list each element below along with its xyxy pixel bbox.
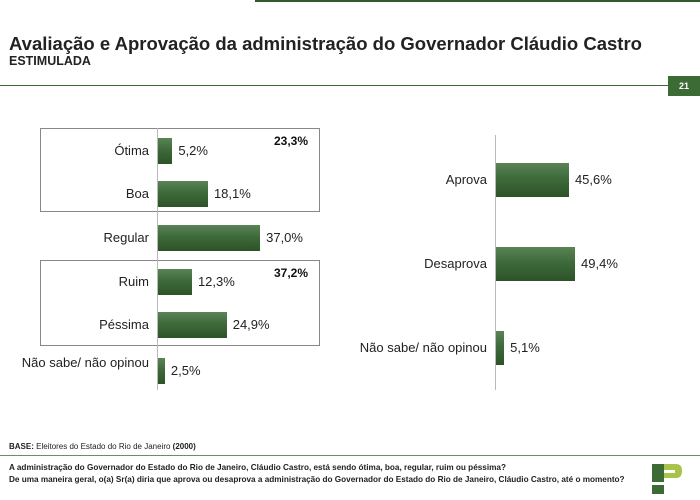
category-label-pessima: Péssima <box>99 317 149 332</box>
category-label-otima: Ótima <box>114 143 149 158</box>
base-text: Eleitores do Estado do Rio de Janeiro <box>36 442 171 451</box>
bar-otima <box>158 138 173 164</box>
chart-axis <box>157 128 158 390</box>
value-label-boa: 18,1% <box>213 186 251 201</box>
group-box-2 <box>40 260 320 346</box>
bar-ruim <box>158 269 192 295</box>
base-label: BASE: <box>9 442 34 451</box>
bar-nao-sabe-nao-opinou <box>158 358 165 384</box>
bar-pessima <box>158 312 227 338</box>
page-subtitle: ESTIMULADA <box>9 54 91 68</box>
category-label-regular: Regular <box>103 230 149 245</box>
header-rule <box>0 85 668 86</box>
value-label-pessima: 24,9% <box>232 317 270 332</box>
value-label-nao-sabe-nao-opinou: 2,5% <box>170 363 201 378</box>
category-label-boa: Boa <box>125 186 149 201</box>
question-approval: De uma maneira geral, o(a) Sr(a) diria q… <box>9 475 625 484</box>
value-label-nao-sabe-nao-opinou: 5,1% <box>510 340 540 355</box>
group-total-1: 23,3% <box>274 134 309 148</box>
page-number-badge: 21 <box>668 76 700 96</box>
value-label-aprova: 45,6% <box>574 172 612 187</box>
footer-rule <box>0 455 700 456</box>
value-label-regular: 37,0% <box>266 230 303 245</box>
category-label-nao-sabe-nao-opinou: Não sabe/ não opinou <box>359 340 487 355</box>
bar-aprova <box>496 163 569 197</box>
category-label-ruim: Ruim <box>118 274 149 289</box>
value-label-ruim: 12,3% <box>197 274 235 289</box>
bar-desaprova <box>496 247 576 281</box>
bar-boa <box>158 181 208 207</box>
value-label-otima: 5,2% <box>178 143 208 158</box>
bar-regular <box>158 225 261 251</box>
group-box-1 <box>40 128 320 212</box>
category-label-desaprova: Desaprova <box>424 256 487 271</box>
bar-nao-sabe-nao-opinou <box>496 331 505 365</box>
pesquisa-logo-icon <box>652 464 682 494</box>
value-label-desaprova: 49,4% <box>581 256 618 271</box>
category-label-nao-sabe-nao-opinou: Não sabe/ não opinou <box>21 355 149 370</box>
group-total-2: 37,2% <box>274 266 309 280</box>
category-label-aprova: Aprova <box>445 172 487 187</box>
top-accent-rule <box>255 0 700 2</box>
page-title: Avaliação e Aprovação da administração d… <box>9 33 642 54</box>
question-evaluation: A administração do Governador do Estado … <box>9 463 506 472</box>
chart-axis <box>495 135 496 390</box>
base-count: (2000) <box>172 442 196 451</box>
base-note: BASE: Eleitores do Estado do Rio de Jane… <box>9 442 196 451</box>
